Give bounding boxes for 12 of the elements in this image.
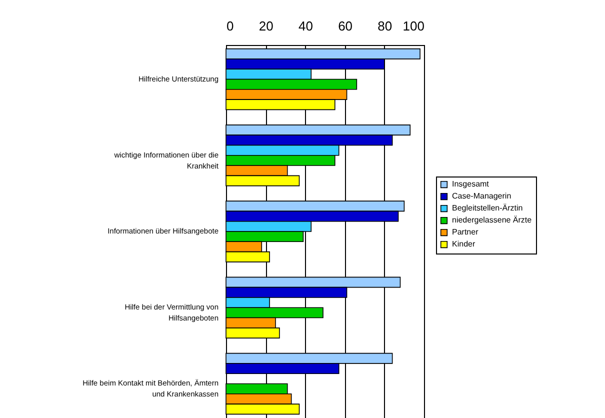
legend-label: niedergelassene Ärzte xyxy=(452,216,532,224)
x-tick-label: 20 xyxy=(258,18,274,34)
legend-label: Insgesamt xyxy=(452,180,490,188)
x-tick-label: 40 xyxy=(298,18,313,34)
legend-label: Begleitstellen-Ärztin xyxy=(452,204,523,212)
legend-label: Case-Managerin xyxy=(452,192,512,200)
x-tick-label: 60 xyxy=(338,18,353,34)
x-tick-label: 100 xyxy=(402,18,424,34)
legend-label: Partner xyxy=(452,228,479,236)
x-tick-label: 0 xyxy=(226,18,234,34)
x-tick-label: 80 xyxy=(378,18,392,34)
legend-label: Kinder xyxy=(452,240,476,248)
